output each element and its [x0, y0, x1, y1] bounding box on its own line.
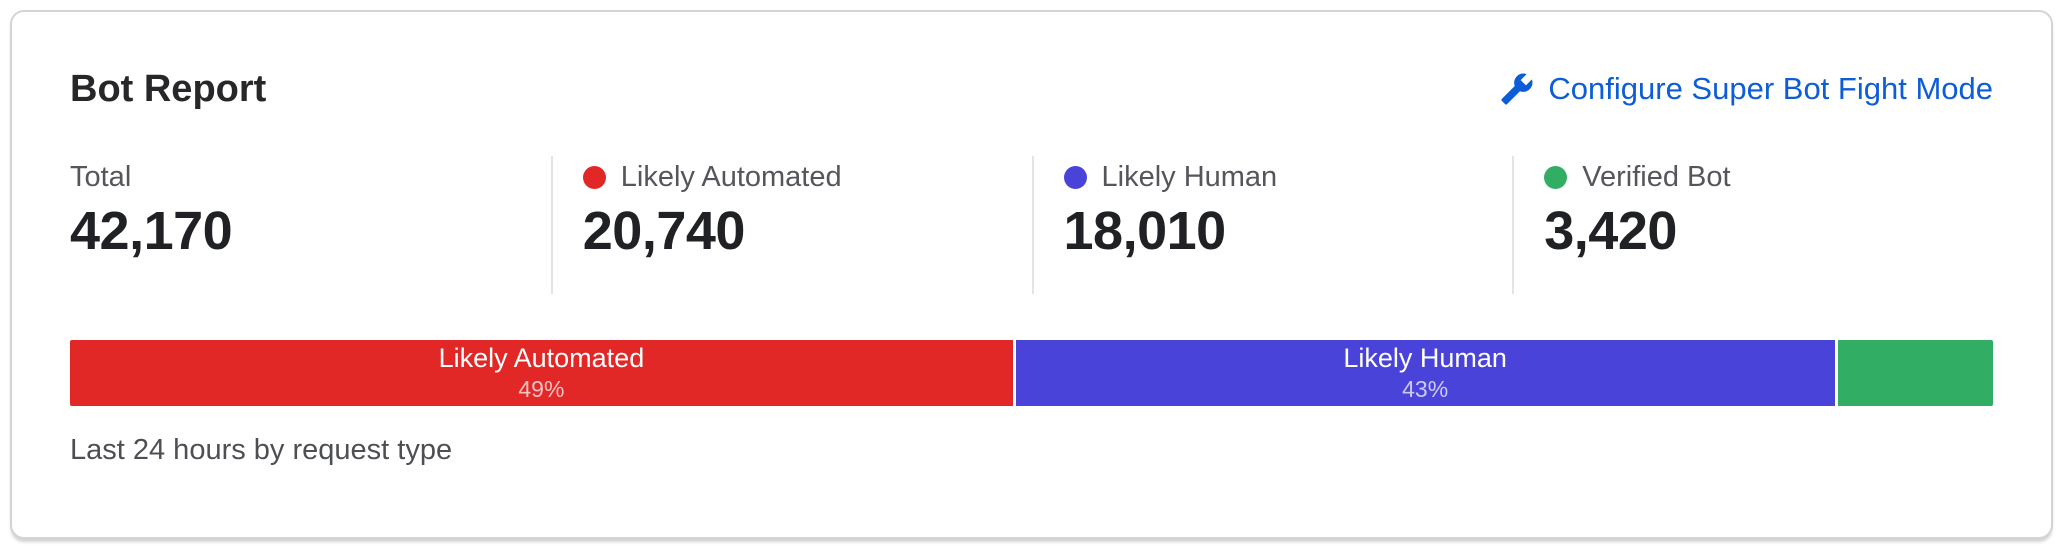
stat-likely-human: Likely Human 18,010 — [1031, 156, 1513, 294]
card-header: Bot Report Configure Super Bot Fight Mod… — [70, 66, 1993, 112]
stat-label-row: Total — [70, 160, 531, 194]
configure-super-bot-fight-mode-link[interactable]: Configure Super Bot Fight Mode — [1500, 70, 1993, 107]
bar-segment-percent: 49% — [518, 376, 565, 403]
bar-segment-likely-human: Likely Human 43% — [1015, 340, 1835, 406]
stat-label-row: Likely Human — [1063, 160, 1493, 194]
stat-label-row: Verified Bot — [1544, 160, 1973, 194]
configure-link-label: Configure Super Bot Fight Mode — [1548, 71, 1993, 107]
wrench-icon — [1500, 72, 1534, 106]
stat-value-likely-automated: 20,740 — [582, 201, 746, 261]
chart-caption: Last 24 hours by request type — [70, 434, 453, 466]
stat-label-likely-human: Likely Human — [1101, 160, 1278, 193]
stacked-bar: Likely Automated 49% Likely Human 43% — [70, 340, 1993, 406]
stat-label-row: Likely Automated — [582, 160, 1012, 194]
bar-segment-label: Likely Automated — [438, 343, 645, 373]
stat-value-total: 42,170 — [70, 201, 233, 261]
bar-segment-likely-automated: Likely Automated 49% — [70, 340, 1013, 406]
legend-dot-likely-automated — [582, 165, 606, 189]
stat-verified-bot: Verified Bot 3,420 — [1512, 156, 1993, 294]
stat-label-total: Total — [70, 160, 132, 193]
stat-likely-automated: Likely Automated 20,740 — [550, 156, 1032, 294]
stat-value-likely-human: 18,010 — [1063, 201, 1227, 261]
bot-report-card: Bot Report Configure Super Bot Fight Mod… — [10, 10, 2053, 539]
legend-dot-verified-bot — [1544, 165, 1568, 189]
stat-label-verified-bot: Verified Bot — [1582, 160, 1731, 193]
stat-label-likely-automated: Likely Automated — [620, 160, 842, 193]
stat-total: Total 42,170 — [70, 156, 551, 294]
bar-segment-percent: 43% — [1402, 376, 1449, 403]
legend-dot-likely-human — [1063, 165, 1087, 189]
stat-value-verified-bot: 3,420 — [1544, 201, 1677, 261]
page-title: Bot Report — [70, 68, 267, 110]
stats-row: Total 42,170 Likely Automated 20,740 Lik… — [70, 156, 1993, 294]
bar-segment-label: Likely Human — [1343, 343, 1507, 373]
bar-segment-verified-bot — [1837, 340, 1993, 406]
